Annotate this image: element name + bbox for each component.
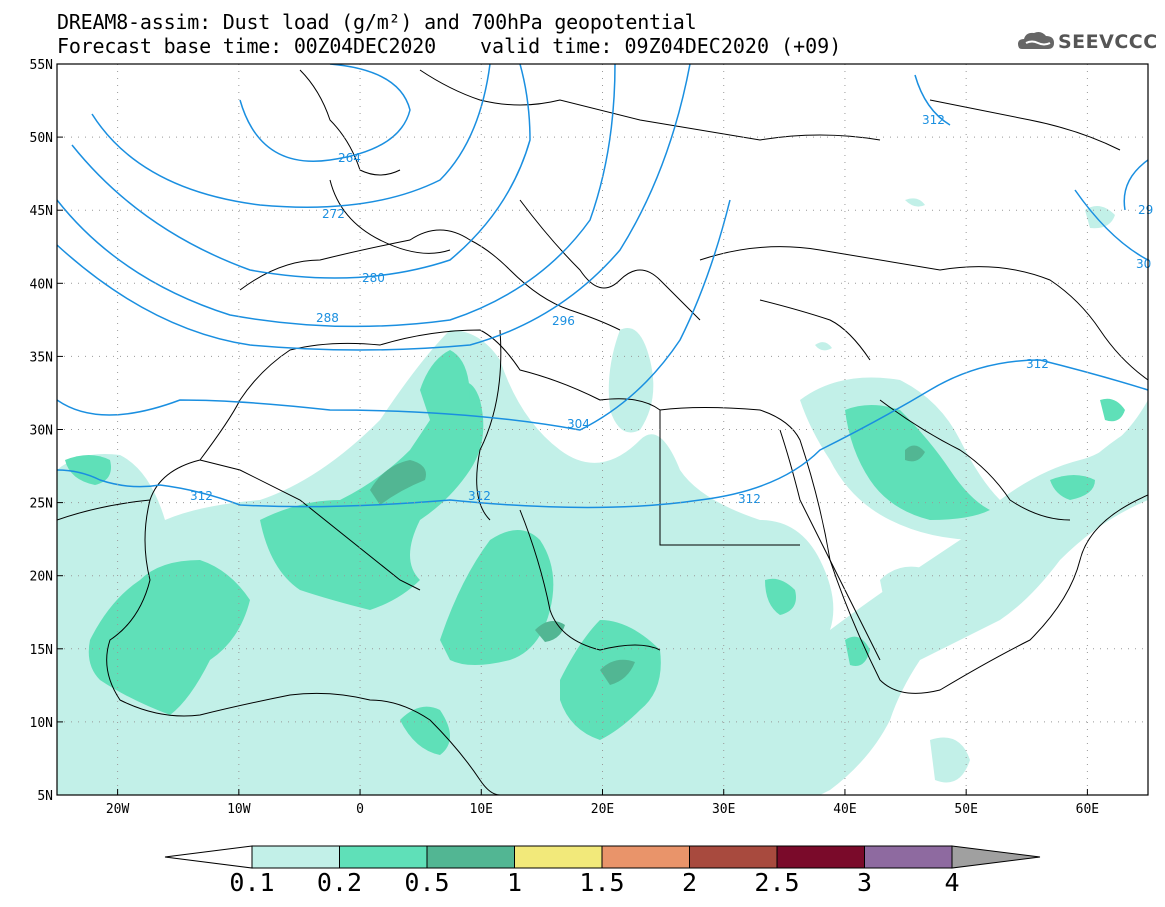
lat-tick-label: 55N [30,58,53,73]
contour-label-264: 264 [338,151,361,165]
lat-tick-label: 40N [30,277,53,292]
colorbar-label: 0.1 [229,868,275,897]
colorbar-swatch [339,845,428,869]
contour-label-312a: 312 [190,489,213,503]
colorbar [164,845,1041,869]
colorbar-label: 2.5 [754,868,800,897]
colorbar-label: 1.5 [579,868,625,897]
lat-tick-label: 35N [30,350,53,365]
lat-tick-label: 5N [37,789,53,804]
latitude-axis: 55N 50N 45N 40N 35N 30N 25N 20N 15N 10N 5N [30,58,63,804]
contour-label-304: 304 [567,417,590,431]
logo-text: SEEVCCC [1058,31,1158,53]
contour-label-312c: 312 [738,492,761,506]
lat-tick-label: 30N [30,424,53,439]
geopotential-contours [57,64,1148,509]
contour-label-280: 280 [362,271,385,285]
colorbar-swatch [426,845,515,869]
lat-tick-label: 50N [30,131,53,146]
colorbar-label: 1 [506,868,523,897]
colorbar-swatch [864,845,953,869]
contour-labels: 264 272 280 288 296 304 312 312 312 312 … [190,113,1153,506]
seevccc-logo-icon [1018,32,1054,49]
lon-tick-label: 20W [106,802,130,817]
dust-load-shading [57,198,1148,795]
contour-label-312d: 312 [1026,357,1049,371]
colorbar-swatch [601,845,690,869]
colorbar-swatch [514,845,603,869]
colorbar-under-triangle [164,845,253,869]
lon-tick-label: 50E [954,802,977,817]
graticule [57,63,1148,796]
colorbar-label: 4 [944,868,960,897]
lon-tick-label: 40E [833,802,856,817]
colorbar-swatch [251,845,340,869]
lon-tick-label: 10W [227,802,251,817]
forecast-base-time: Forecast base time: 00Z04DEC2020 [57,34,436,58]
lon-tick-label: 0 [356,802,364,817]
colorbar-label: 3 [856,868,873,897]
contour-label-272: 272 [322,207,345,221]
colorbar-swatch [689,845,778,869]
lat-tick-label: 15N [30,643,53,658]
valid-time: valid time: 09Z04DEC2020 (+09) [480,34,842,58]
lon-tick-label: 10E [470,802,493,817]
contour-label-296: 296 [552,314,575,328]
colorbar-over-triangle [951,845,1041,869]
colorbar-label: 2 [681,868,698,897]
colorbar-label: 0.5 [404,868,450,897]
lon-tick-label: 60E [1076,802,1099,817]
contour-label-288: 288 [316,311,339,325]
lat-tick-label: 10N [30,716,53,731]
contour-label-30: 30 [1136,257,1151,271]
lat-tick-label: 20N [30,570,53,585]
lat-tick-label: 25N [30,497,53,512]
contour-label-29: 29 [1138,203,1153,217]
coastlines [57,69,1148,795]
contour-label-312e: 312 [922,113,945,127]
colorbar-swatch [776,845,865,869]
chart-title: DREAM8-assim: Dust load (g/m²) and 700hP… [57,10,697,34]
lon-tick-label: 20E [591,802,614,817]
longitude-axis: 20W 10W 0 10E 20E 30E 40E 50E 60E [106,789,1099,817]
colorbar-label: 0.2 [316,868,363,897]
contour-label-312b: 312 [468,489,491,503]
lon-tick-label: 30E [712,802,735,817]
lat-tick-label: 45N [30,204,53,219]
